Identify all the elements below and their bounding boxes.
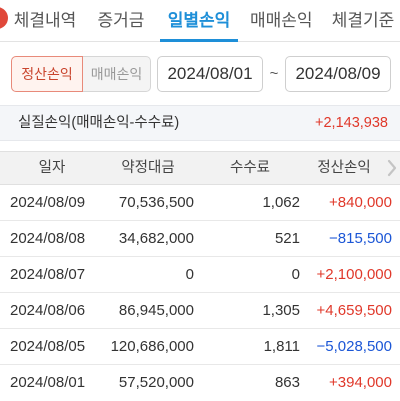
row-fee: 521 xyxy=(274,230,300,247)
date-range-separator: ~ xyxy=(269,65,279,82)
column-header-settlement-pl: 정산손익 xyxy=(317,160,371,176)
row-date: 2024/08/06 xyxy=(10,302,86,319)
table-header: 일자 약정대금 수수료 정산손익 xyxy=(0,151,400,185)
row-settlement-pl: +394,000 xyxy=(329,374,392,391)
settlement-pl-toggle[interactable]: 정산손익 xyxy=(11,56,83,92)
tab-daily-pl[interactable]: 일별손익 xyxy=(167,11,231,30)
row-fee: 863 xyxy=(274,374,300,391)
row-contract-amount: 57,520,000 xyxy=(118,374,194,391)
row-settlement-pl: +840,000 xyxy=(329,194,392,211)
start-date-field[interactable]: 2024/08/01 xyxy=(157,56,263,92)
tab-trading-pl[interactable]: 매매손익 xyxy=(250,11,313,30)
row-date: 2024/08/08 xyxy=(10,230,86,247)
row-contract-amount: 120,686,000 xyxy=(110,338,194,355)
row-date: 2024/08/01 xyxy=(10,374,86,391)
table-row[interactable]: 2024/08/01 57,520,000 863 +394,000 xyxy=(0,365,400,401)
row-contract-amount: 70,536,500 xyxy=(118,194,194,211)
column-header-fee: 수수료 xyxy=(229,160,271,176)
summary-value: +2,143,938 xyxy=(315,115,388,131)
end-date-field[interactable]: 2024/08/09 xyxy=(285,56,391,92)
row-fee: 1,062 xyxy=(262,194,300,211)
row-contract-amount: 34,682,000 xyxy=(118,230,194,247)
row-settlement-pl: −815,500 xyxy=(329,230,392,247)
tab-margin[interactable]: 증거금 xyxy=(97,11,145,30)
row-fee: 1,305 xyxy=(262,302,300,319)
table-row[interactable]: 2024/08/08 34,682,000 521 −815,500 xyxy=(0,221,400,257)
row-contract-amount: 0 xyxy=(185,266,194,283)
tab-execution-basis[interactable]: 체결기준 xyxy=(331,11,395,30)
table-row[interactable]: 2024/08/09 70,536,500 1,062 +840,000 xyxy=(0,185,400,221)
trading-pl-toggle[interactable]: 매매손익 xyxy=(83,56,151,92)
table-row[interactable]: 2024/08/05 120,686,000 1,811 −5,028,500 xyxy=(0,329,400,365)
row-contract-amount: 86,945,000 xyxy=(118,302,194,319)
edge-indicator xyxy=(0,7,8,29)
row-fee: 1,811 xyxy=(263,338,300,355)
table-row[interactable]: 2024/08/07 0 0 +2,100,000 xyxy=(0,257,400,293)
row-settlement-pl: −5,028,500 xyxy=(316,338,393,355)
row-fee: 0 xyxy=(291,266,300,283)
summary-bar: 실질손익(매매손익-수수료) +2,143,938 xyxy=(0,105,400,141)
table-row[interactable]: 2024/08/06 86,945,000 1,305 +4,659,500 xyxy=(0,293,400,329)
row-settlement-pl: +4,659,500 xyxy=(316,302,393,319)
column-header-date: 일자 xyxy=(38,160,66,176)
tab-bar: 체결내역 증거금 일별손익 매매손익 체결기준 xyxy=(0,0,400,42)
tab-execution-history[interactable]: 체결내역 xyxy=(13,11,77,30)
row-date: 2024/08/07 xyxy=(10,266,86,283)
chevron-right-icon[interactable] xyxy=(386,158,398,178)
column-header-contract-amount: 약정대금 xyxy=(121,160,175,176)
row-date: 2024/08/09 xyxy=(10,194,86,211)
row-date: 2024/08/05 xyxy=(10,338,86,355)
summary-label: 실질손익(매매손익-수수료) xyxy=(18,115,180,131)
active-tab-indicator xyxy=(160,39,238,42)
row-settlement-pl: +2,100,000 xyxy=(316,266,393,283)
